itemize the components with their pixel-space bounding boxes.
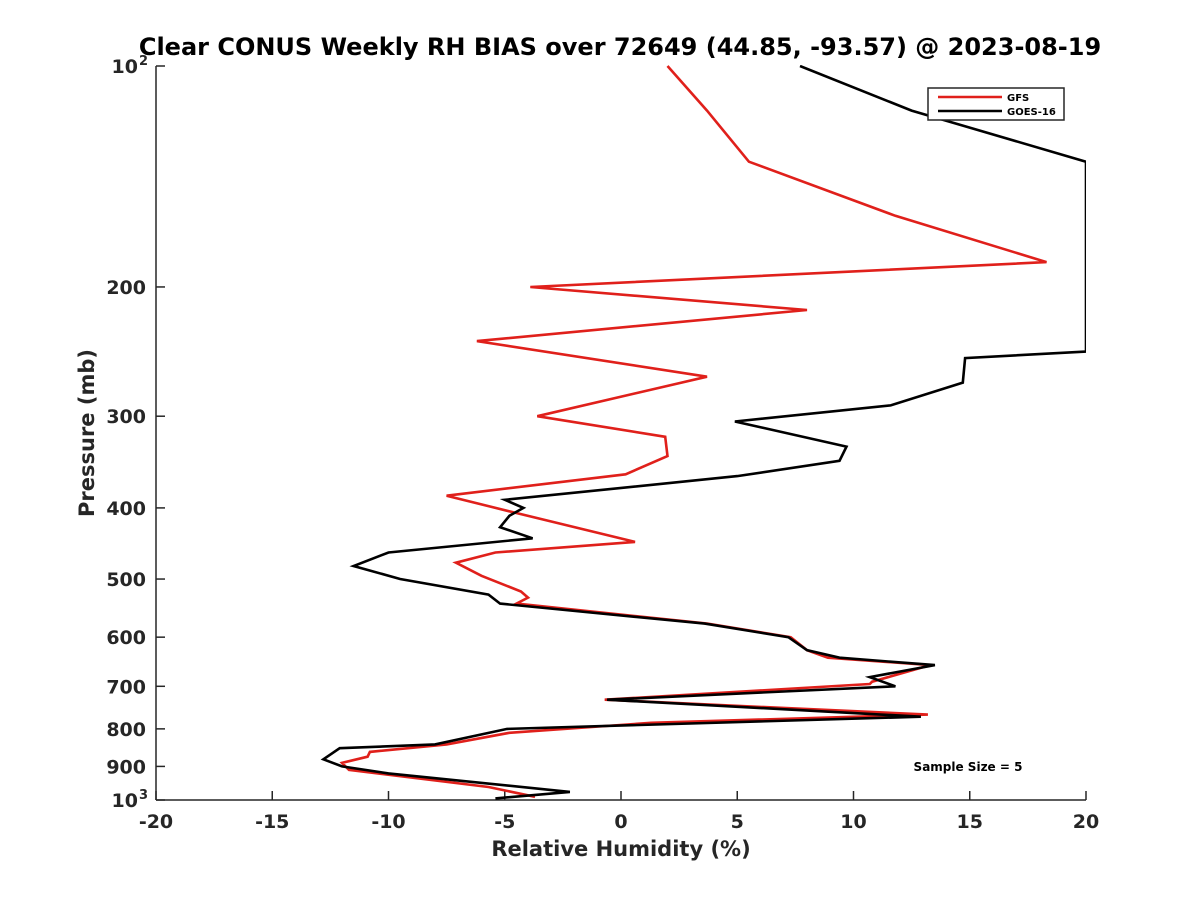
legend: GFS GOES-16 [927, 87, 1065, 121]
x-axis-label: Relative Humidity (%) [491, 837, 750, 861]
x-tick-label: -10 [371, 811, 405, 833]
sample-size-annotation: Sample Size = 5 [914, 760, 1023, 774]
y-tick-label: 900 [106, 756, 146, 778]
x-tick-label: -5 [494, 811, 515, 833]
legend-label-goes16: GOES-16 [1007, 107, 1056, 118]
series-group [320, 65, 1086, 800]
y-tick-label: 10 [112, 56, 138, 78]
y-tick-label: 300 [106, 406, 146, 428]
y-tick-label: 10 [112, 790, 138, 812]
x-tick-label: 15 [957, 811, 983, 833]
x-tick-label: -20 [139, 811, 173, 833]
x-tick-label: -15 [255, 811, 289, 833]
y-tick-exponent: 2 [139, 54, 148, 69]
x-tick-label: 0 [614, 811, 627, 833]
x-tick-label: 5 [731, 811, 744, 833]
y-axis-label: Pressure (mb) [75, 349, 99, 517]
x-tick-label: 20 [1073, 811, 1099, 833]
x-tick-label: 10 [840, 811, 866, 833]
y-tick-label: 700 [106, 676, 146, 698]
chart-title: Clear CONUS Weekly RH BIAS over 72649 (4… [139, 33, 1101, 61]
legend-label-gfs: GFS [1007, 93, 1029, 104]
legend-box [927, 87, 1065, 121]
series-line-gfs [339, 65, 1047, 799]
y-tick-label: 800 [106, 719, 146, 741]
x-axis: -20 -15 -10 -5 0 5 10 15 20 [139, 791, 1099, 833]
y-tick-label: 500 [106, 569, 146, 591]
y-tick-label: 600 [106, 627, 146, 649]
series-line-goes16 [320, 65, 1086, 800]
y-tick-exponent: 3 [139, 788, 148, 803]
y-tick-label: 400 [106, 498, 146, 520]
y-tick-label: 200 [106, 277, 146, 299]
